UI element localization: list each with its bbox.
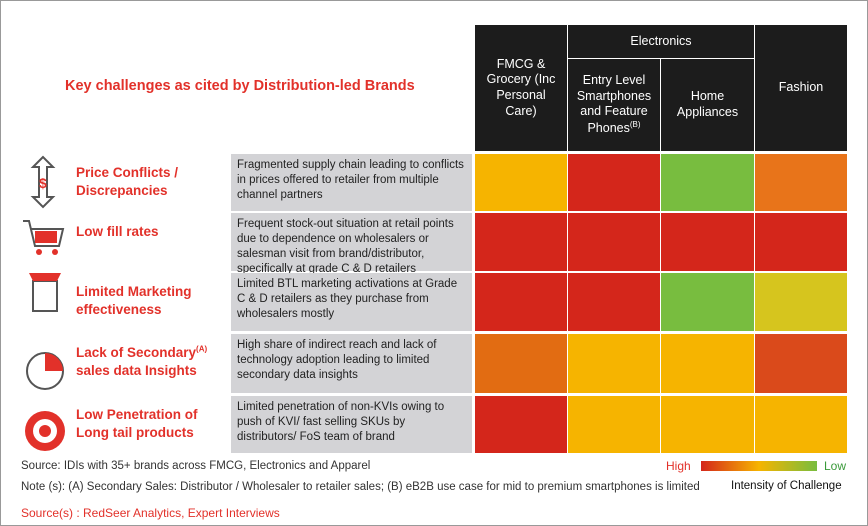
challenge-line: sales data Insights <box>76 362 197 378</box>
heat-cell <box>568 273 660 331</box>
heat-cell <box>475 213 567 271</box>
footer-note: Note (s): (A) Secondary Sales: Distribut… <box>21 481 700 493</box>
header-fashion: Fashion <box>755 25 847 151</box>
heat-cell <box>475 396 567 453</box>
heat-cell <box>755 396 847 453</box>
challenge-note: (A) <box>196 344 208 354</box>
heat-cell <box>568 396 660 453</box>
challenge: Lack of Secondary(A) sales data Insights <box>76 344 226 379</box>
challenge: Limited Marketing effectiveness <box>76 283 226 318</box>
description: Limited penetration of non-KVIs owing to… <box>231 396 472 453</box>
challenge-line: Price Conflicts / <box>76 165 179 180</box>
heat-cell <box>475 273 567 331</box>
icon-price <box>30 155 56 209</box>
header-entry-note: (B) <box>629 120 641 130</box>
heat-cell <box>475 154 567 211</box>
heat-cell <box>568 213 660 271</box>
challenge: Low fill rates <box>76 223 226 241</box>
heat-cell <box>661 396 754 453</box>
heat-cell <box>568 334 660 393</box>
challenge: Low Penetration of Long tail products <box>76 406 226 441</box>
heat-cell <box>755 273 847 331</box>
challenge-line: Low fill rates <box>76 224 159 239</box>
icon-pie <box>45 353 63 371</box>
challenge-line: Discrepancies <box>76 182 168 198</box>
footer-sources: Source(s) : RedSeer Analytics, Expert In… <box>21 506 280 520</box>
challenge-line: effectiveness <box>76 301 162 317</box>
header-entry-text: Entry Level Smartphones and Feature Phon… <box>576 73 652 136</box>
description: High share of indirect reach and lack of… <box>231 334 472 393</box>
description: Fragmented supply chain leading to confl… <box>231 154 472 211</box>
heat-cell <box>661 213 754 271</box>
header-home: Home Appliances <box>661 59 754 151</box>
challenge-line: Long tail products <box>76 424 194 440</box>
title: Key challenges as cited by Distribution-… <box>65 78 415 94</box>
icon-stall <box>32 280 58 312</box>
icons: $ <box>23 155 65 451</box>
footer-source: Source: IDIs with 35+ brands across FMCG… <box>21 460 371 472</box>
challenge-line: Lack of Secondary(A) <box>76 344 208 361</box>
header-entry: Entry Level Smartphones and Feature Phon… <box>568 59 660 151</box>
heat-cell <box>475 334 567 393</box>
heat-cell <box>568 154 660 211</box>
legend-gradient <box>701 461 817 471</box>
icon-cart <box>23 220 65 247</box>
icon-cart-fill <box>35 231 57 243</box>
header-fmcg: FMCG & Grocery (Inc Personal Care) <box>475 25 567 151</box>
header-electronics: Electronics <box>568 25 754 58</box>
legend-caption: Intensity of Challenge <box>731 480 842 492</box>
heat-cell <box>661 334 754 393</box>
heat-cell <box>755 154 847 211</box>
icon-dollar: $ <box>39 175 47 191</box>
description: Frequent stock-out situation at retail p… <box>231 213 472 275</box>
heat-cell <box>755 334 847 393</box>
icon-awning <box>29 273 61 281</box>
heat-cell <box>661 154 754 211</box>
challenge: Price Conflicts / Discrepancies <box>76 164 226 199</box>
challenge-line: Limited Marketing <box>76 284 192 299</box>
legend-low: Low <box>824 459 847 473</box>
heat-cell <box>755 213 847 271</box>
legend-high: High <box>666 459 691 473</box>
heat-cell <box>661 273 754 331</box>
challenge-line: Low Penetration of <box>76 407 198 422</box>
description: Limited BTL marketing activations at Gra… <box>231 273 472 331</box>
